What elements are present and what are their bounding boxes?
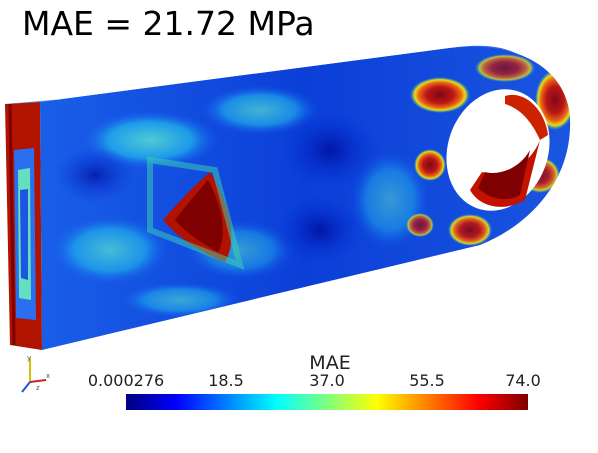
colorbar-tick-label: 55.5 [409,371,445,390]
colorbar [126,394,528,410]
colorbar-tick-label: 74.0 [505,371,541,390]
lug-hole [446,89,550,211]
colorbar-tick-label: 18.5 [208,371,244,390]
axis-label-z: z [36,384,40,392]
colorbar-tick-label: 0.000276 [87,371,165,390]
page-title: MAE = 21.72 MPa [22,4,315,43]
colorbar-tick-label: 37.0 [309,371,345,390]
stress-field [50,54,571,318]
axis-label-x: x [46,372,50,380]
colorbar-title: MAE [309,352,351,374]
orientation-axes-icon[interactable]: y x z [10,352,54,396]
axis-label-y: y [27,354,31,362]
